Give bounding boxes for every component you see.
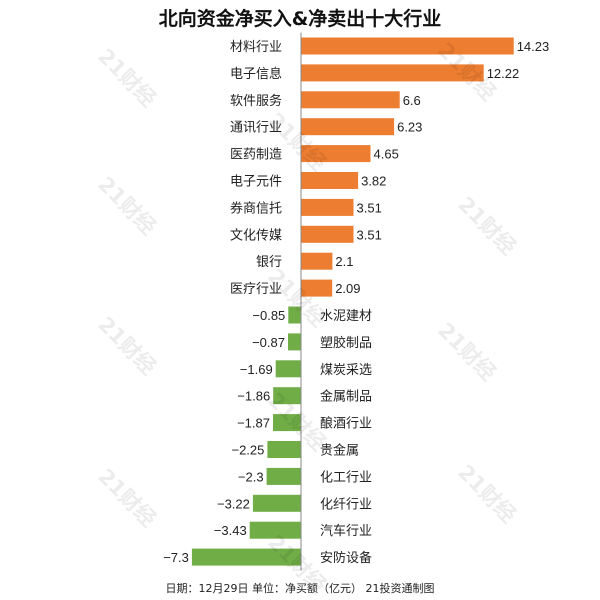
- category-label: 医药制造: [230, 148, 282, 163]
- data-label: 3.51: [357, 227, 382, 242]
- bar: [301, 91, 400, 109]
- category-label: 塑胶制品: [320, 335, 372, 351]
- data-label: −2.25: [231, 443, 264, 458]
- bar: [301, 279, 333, 297]
- data-label: −3.43: [214, 523, 247, 538]
- bar: [275, 360, 301, 378]
- chart-title: 北向资金净买入&净卖出十大行业: [158, 8, 442, 30]
- bar: [301, 252, 333, 270]
- data-label: −1.86: [237, 389, 270, 404]
- data-label: 6.6: [403, 93, 421, 108]
- data-label: 6.23: [397, 120, 422, 135]
- category-label: 煤炭采选: [320, 363, 372, 378]
- data-label: −1.87: [237, 416, 270, 431]
- bar: [301, 172, 359, 189]
- bar: [301, 64, 484, 82]
- data-label: 3.82: [361, 174, 386, 189]
- bar: [273, 414, 301, 432]
- category-label: 电子元件: [230, 175, 282, 190]
- bar: [273, 387, 301, 405]
- bar: [191, 548, 301, 566]
- category-label: 通讯行业: [230, 121, 282, 136]
- category-label: 文化传媒: [230, 228, 282, 243]
- data-label: 2.09: [335, 281, 360, 296]
- data-label: −7.3: [163, 550, 189, 565]
- category-label: 电子信息: [230, 66, 282, 82]
- bar: [301, 37, 514, 55]
- category-label: 医疗行业: [230, 282, 282, 297]
- category-label: 安防设备: [320, 550, 372, 566]
- data-label: −3.22: [217, 496, 250, 511]
- data-label: 2.1: [335, 254, 353, 269]
- data-label: −0.85: [252, 308, 285, 323]
- bar: [301, 118, 395, 136]
- data-label: −1.69: [240, 362, 273, 377]
- category-label: 酿酒行业: [320, 416, 372, 432]
- category-label: 贵金属: [320, 443, 359, 459]
- category-label: 化工行业: [320, 470, 372, 485]
- bar: [301, 198, 354, 216]
- category-label: 水泥建材: [320, 309, 372, 324]
- category-label: 券商信托: [230, 200, 282, 216]
- data-label: 4.65: [374, 147, 399, 162]
- bar: [288, 306, 301, 324]
- category-label: 软件服务: [230, 93, 282, 109]
- data-label: −2.3: [238, 469, 264, 484]
- bar: [301, 225, 354, 243]
- data-label: 12.22: [487, 66, 520, 81]
- bar: [301, 145, 371, 163]
- bar: [267, 441, 301, 458]
- category-label: 汽车行业: [320, 523, 372, 539]
- bar: [288, 333, 301, 351]
- category-label: 银行: [256, 255, 282, 270]
- category-label: 化纤行业: [320, 497, 372, 512]
- data-label: 3.51: [357, 200, 382, 215]
- category-label: 材料行业: [230, 40, 282, 55]
- bar: [266, 467, 301, 485]
- data-label: −0.87: [252, 335, 285, 350]
- category-label: 金属制品: [320, 389, 372, 405]
- chart-footnote: 日期：12月29日 单位：净买额（亿元） 21投资通制图: [165, 582, 435, 595]
- bar: [249, 521, 301, 539]
- data-label: 14.23: [517, 39, 550, 54]
- bar: [252, 494, 301, 512]
